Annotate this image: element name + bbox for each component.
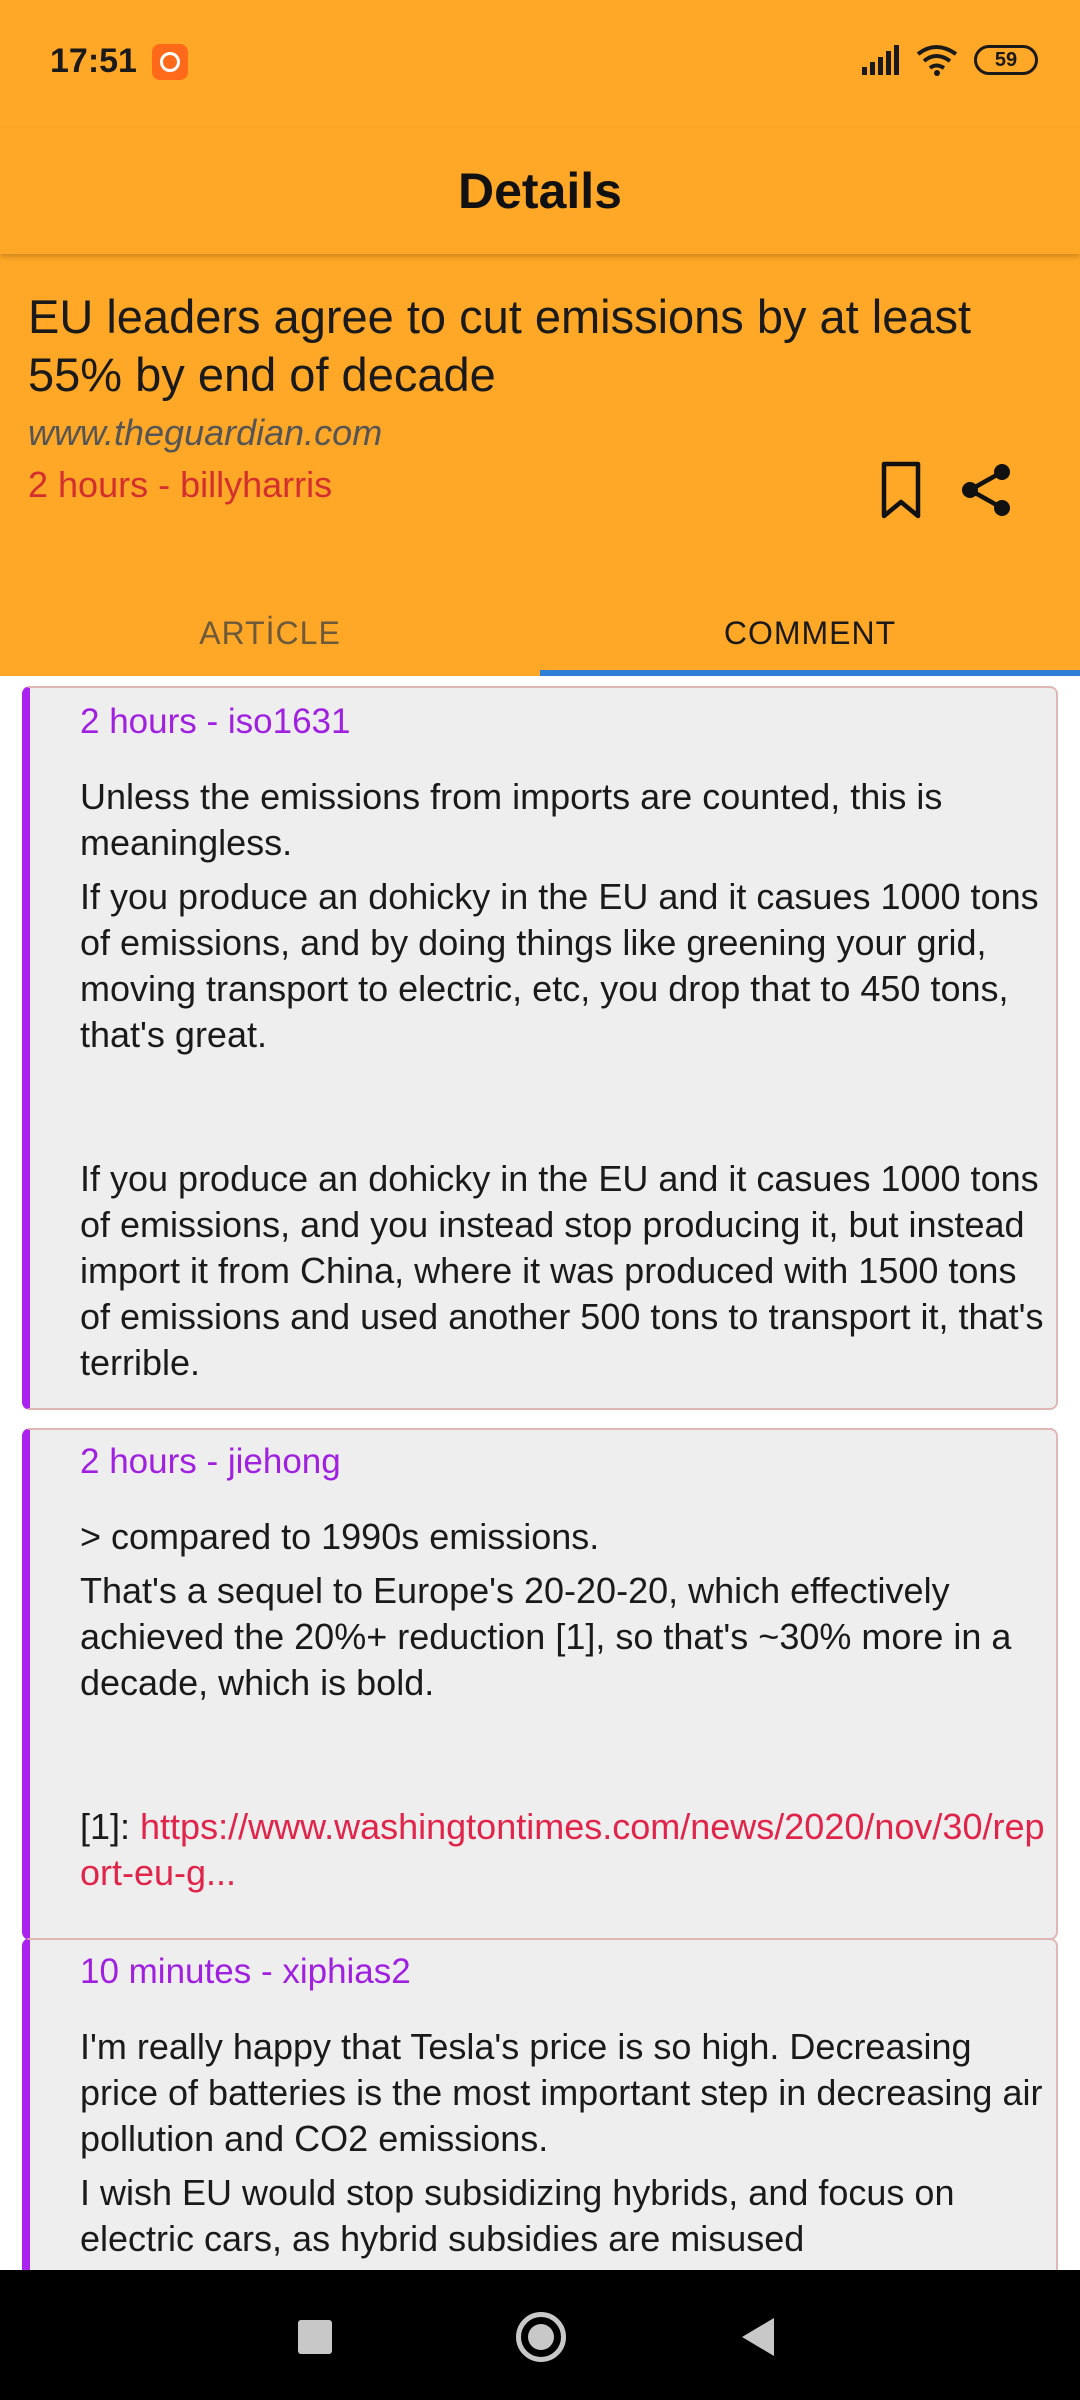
status-time: 17:51 xyxy=(50,42,137,80)
article-time: 2 hours xyxy=(28,464,149,505)
meta-separator: - xyxy=(251,1952,283,1991)
wifi-icon xyxy=(916,45,958,76)
comment-meta: 10 minutes - xiphias2 xyxy=(80,1952,411,1992)
comment-card[interactable]: 10 minutes - xiphias2 I'm really happy t… xyxy=(22,1938,1058,2270)
app-bar: Details xyxy=(0,128,1080,254)
comment-author[interactable]: xiphias2 xyxy=(282,1952,411,1991)
meta-separator: - xyxy=(196,1442,228,1481)
article-source[interactable]: www.theguardian.com xyxy=(28,412,383,453)
comment-time: 2 hours xyxy=(80,1442,197,1481)
battery-level: 59 xyxy=(994,48,1018,71)
status-bar: 17:51 59 xyxy=(0,0,1080,128)
comment-meta: 2 hours - iso1631 xyxy=(80,702,350,742)
bookmark-icon[interactable] xyxy=(876,460,926,520)
comment-body: Unless the emissions from imports are co… xyxy=(80,774,1050,1386)
tab-bar: ARTİCLE COMMENT xyxy=(0,590,1080,676)
back-button[interactable] xyxy=(742,2318,774,2356)
comment-body: I'm really happy that Tesla's price is s… xyxy=(80,2024,1050,2262)
tab-indicator xyxy=(540,670,1080,676)
navigation-bar xyxy=(0,2270,1080,2400)
comment-paragraph: If you produce an dohicky in the EU and … xyxy=(80,1158,1044,1383)
meta-separator: - xyxy=(196,702,228,741)
comment-card[interactable]: 2 hours - iso1631 Unless the emissions f… xyxy=(22,686,1058,1410)
article-title[interactable]: EU leaders agree to cut emissions by at … xyxy=(28,290,972,401)
comment-card[interactable]: 2 hours - jiehong > compared to 1990s em… xyxy=(22,1428,1058,1940)
comment-body: > compared to 1990s emissions. That's a … xyxy=(80,1514,1050,1896)
comment-time: 10 minutes xyxy=(80,1952,252,1991)
reference-label: [1]: xyxy=(80,1806,141,1847)
comment-link[interactable]: https://www.washingtontimes.com/news/202… xyxy=(80,1806,1045,1893)
comment-author[interactable]: jiehong xyxy=(227,1442,341,1481)
article-author[interactable]: billyharris xyxy=(180,464,333,505)
comment-paragraph: I'm really happy that Tesla's price is s… xyxy=(80,2026,1043,2159)
signal-icon xyxy=(862,45,899,75)
mi-notification-icon xyxy=(152,44,188,80)
comment-meta: 2 hours - jiehong xyxy=(80,1442,341,1482)
page-title: Details xyxy=(458,163,622,219)
comment-paragraph: I wish EU would stop subsidizing hybrids… xyxy=(80,2172,955,2259)
tab-comment[interactable]: COMMENT xyxy=(723,614,897,651)
comment-time: 2 hours xyxy=(80,702,197,741)
recents-button[interactable] xyxy=(298,2320,332,2354)
comment-list[interactable]: 2 hours - iso1631 Unless the emissions f… xyxy=(0,676,1080,2270)
tab-article[interactable]: ARTİCLE xyxy=(199,614,341,651)
comment-paragraph: That's a sequel to Europe's 20-20-20, wh… xyxy=(80,1570,1012,1703)
article-header: EU leaders agree to cut emissions by at … xyxy=(0,254,1080,676)
comment-reference: [1]: https://www.washingtontimes.com/new… xyxy=(80,1804,1050,1896)
article-meta: 2 hours - billyharris xyxy=(28,464,332,506)
comment-author[interactable]: iso1631 xyxy=(227,702,351,741)
comment-paragraph: Unless the emissions from imports are co… xyxy=(80,776,943,863)
home-icon xyxy=(528,2324,554,2350)
share-icon[interactable] xyxy=(958,462,1014,518)
comment-paragraph: If you produce an dohicky in the EU and … xyxy=(80,876,1039,1055)
meta-separator: - xyxy=(148,464,181,505)
status-icons: 59 xyxy=(860,44,1038,76)
home-button[interactable] xyxy=(516,2312,566,2362)
battery-icon: 59 xyxy=(974,45,1038,75)
comment-paragraph: > compared to 1990s emissions. xyxy=(80,1516,600,1557)
